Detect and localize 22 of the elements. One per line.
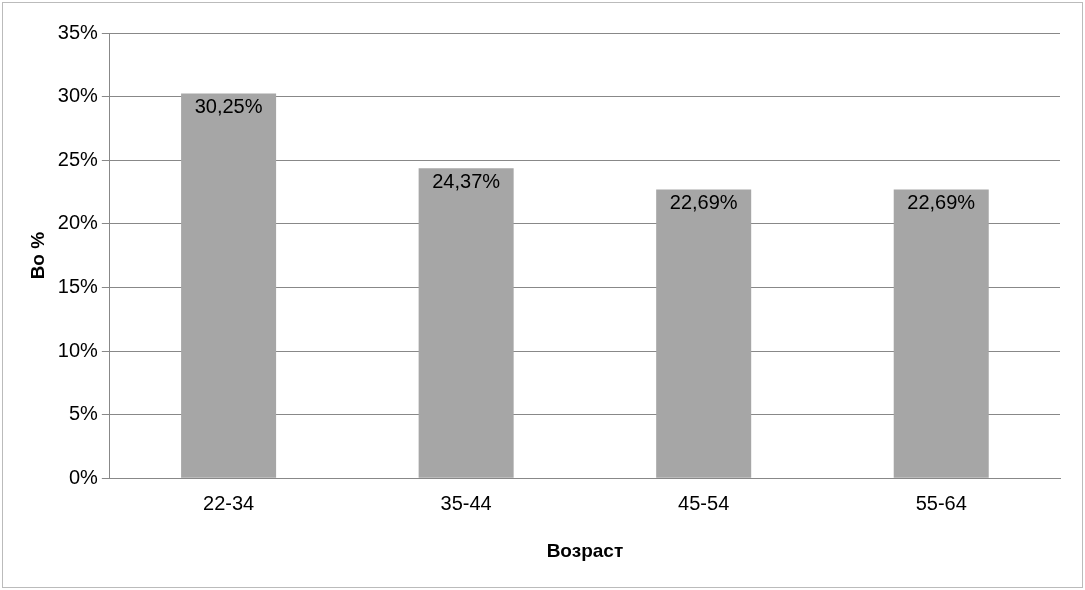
y-tick-label: 5% <box>68 402 99 425</box>
y-tick-label: 10% <box>57 338 99 361</box>
y-tick-label: 0% <box>68 465 99 488</box>
x-axis-title: Возраст <box>546 539 624 561</box>
x-tick-label: 55-64 <box>915 491 967 514</box>
y-tick-label: 15% <box>57 274 99 297</box>
x-tick-label: 35-44 <box>440 491 492 514</box>
y-tick-label: 20% <box>57 211 99 234</box>
x-tick-label: 22-34 <box>203 491 255 514</box>
data-label: 22,69% <box>669 191 738 214</box>
y-tick-label: 35% <box>57 20 99 43</box>
bar <box>418 168 514 478</box>
data-label: 22,69% <box>907 191 976 214</box>
bar <box>893 189 989 478</box>
y-tick-label: 30% <box>57 84 99 107</box>
y-axis-title: Во % <box>26 231 48 280</box>
data-label: 24,37% <box>432 169 501 192</box>
bar <box>656 189 752 478</box>
y-tick-label: 25% <box>57 147 99 170</box>
bar <box>181 93 277 478</box>
data-label: 30,25% <box>194 94 263 117</box>
x-tick-label: 45-54 <box>678 491 730 514</box>
